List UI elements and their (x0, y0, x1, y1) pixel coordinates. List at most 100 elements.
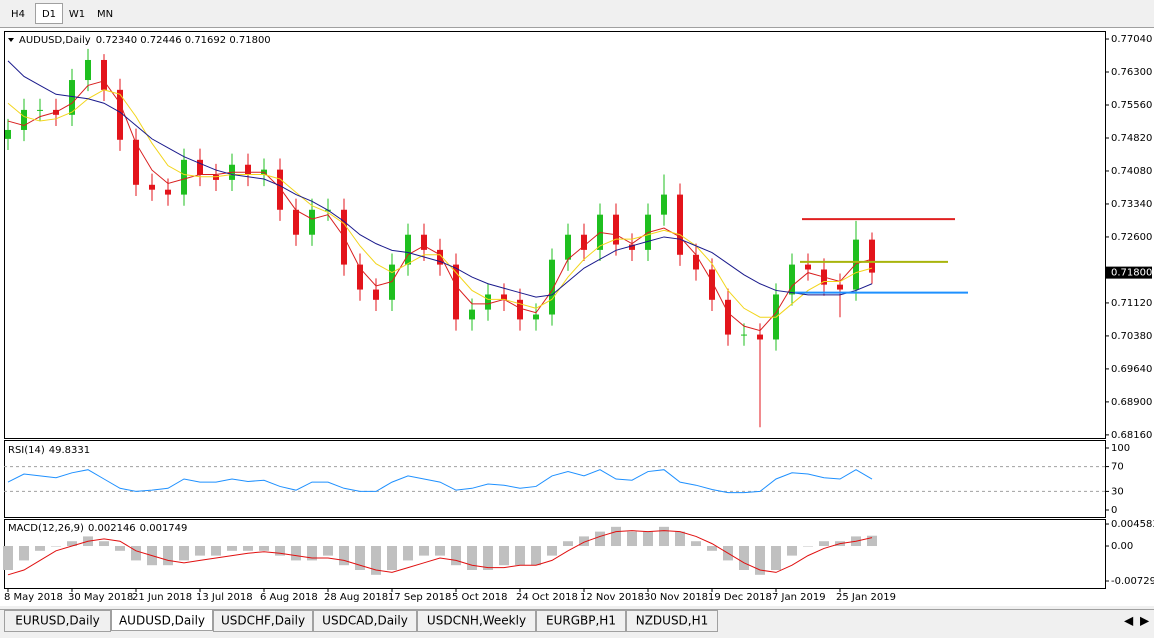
timeframe-label[interactable]: D1 (42, 9, 56, 20)
macd-value: 0.002146 (88, 523, 136, 534)
y-tick-label: 0.74820 (1111, 133, 1152, 144)
rsi-line (7, 469, 873, 494)
tab-scroll-right[interactable]: ▶ (1140, 614, 1150, 628)
macd-bar (355, 546, 365, 571)
candle-body (37, 109, 43, 111)
macd-bar (659, 526, 669, 547)
timeframe-button[interactable] (35, 3, 63, 24)
timeframe-label[interactable]: MN (97, 9, 113, 20)
macd-bar (35, 546, 45, 551)
candle-body (725, 299, 731, 335)
candle-body (373, 289, 379, 300)
moving-average (7, 89, 873, 318)
tab-label[interactable]: EURUSD,Daily (15, 614, 100, 628)
x-tick-label: 6 Aug 2018 (260, 592, 318, 603)
candle-body (869, 239, 875, 273)
y-tick-label: 70 (1111, 462, 1124, 473)
tab[interactable] (111, 609, 213, 631)
candle-body (389, 264, 395, 300)
macd-bar (515, 546, 525, 566)
macd-bar (435, 546, 445, 556)
x-tick-label: 30 May 2018 (68, 592, 133, 603)
timeframe-label[interactable]: W1 (69, 9, 85, 20)
current-price-label: 0.71800 (1111, 268, 1152, 279)
y-tick-label: 30 (1111, 486, 1124, 497)
candle-body (213, 174, 219, 180)
tab[interactable] (626, 610, 718, 632)
candle-body (101, 59, 107, 90)
macd-bar (627, 531, 637, 547)
y-tick-label: 0.71120 (1111, 298, 1152, 309)
candle-body (117, 89, 123, 140)
candle-body (501, 294, 507, 300)
tab[interactable] (536, 610, 626, 632)
main-frame (4, 31, 1106, 439)
macd-bar (115, 546, 125, 551)
candle-body (469, 309, 475, 320)
macd-bar (451, 546, 461, 566)
x-tick-label: 8 May 2018 (4, 592, 63, 603)
macd-bar (547, 546, 557, 556)
candle-body (21, 109, 27, 130)
candle-body (149, 184, 155, 190)
menu-triangle[interactable] (8, 38, 14, 42)
tab[interactable] (4, 610, 111, 632)
candle-body (277, 169, 283, 210)
y-tick-label: 0.69640 (1111, 364, 1152, 375)
macd-bar (227, 546, 237, 551)
timeframe-button[interactable] (91, 3, 119, 24)
tab-label[interactable]: AUDUSD,Daily (119, 614, 205, 628)
y-tick-label: 0.72600 (1111, 232, 1152, 243)
tab[interactable] (417, 610, 536, 632)
timeframe-label[interactable]: H4 (11, 9, 25, 20)
y-tick-label: 0.73340 (1111, 199, 1152, 210)
y-tick-label: 0.00 (1111, 541, 1133, 552)
macd-bar (739, 546, 749, 571)
x-tick-label: 19 Dec 2018 (708, 592, 772, 603)
timeframe-button[interactable] (4, 3, 32, 24)
candle-body (549, 259, 555, 315)
tab-label[interactable]: USDCAD,Daily (322, 614, 408, 628)
macd-bar (467, 546, 477, 571)
macd-header: MACD(12,26,9) 0.002146 0.001749 (8, 523, 187, 534)
y-tick-label: 0.75560 (1111, 100, 1152, 111)
candle-body (741, 334, 747, 336)
x-tick-label: 30 Nov 2018 (644, 592, 708, 603)
candle-body (357, 264, 363, 290)
tab[interactable] (213, 610, 313, 632)
macd-bar (323, 546, 333, 556)
macd-bar (131, 546, 141, 561)
tab-label[interactable]: EURGBP,H1 (546, 614, 616, 628)
macd-bar (163, 546, 173, 566)
tab[interactable] (313, 610, 417, 632)
candle-body (85, 59, 91, 81)
tab-scroll-left[interactable]: ◀ (1124, 614, 1134, 628)
macd-bar (403, 546, 413, 561)
timeframe-button[interactable] (63, 3, 91, 24)
tab-label[interactable]: NZDUSD,H1 (636, 614, 709, 628)
candle-body (421, 234, 427, 250)
x-tick-label: 17 Sep 2018 (388, 592, 451, 603)
chart-layer: H4 D1 W1 MN EURUSD,Daily AUDUSD,Daily USDCHF,D… (3, 3, 1154, 632)
macd-bar (643, 531, 653, 547)
tab-label[interactable]: USDCHF,Daily (221, 614, 305, 628)
y-tick-label: 0.70380 (1111, 331, 1152, 342)
macd-bar (419, 546, 429, 556)
tab-label[interactable]: USDCNH,Weekly (427, 614, 526, 628)
macd-bar (387, 546, 397, 571)
y-tick-label: 100 (1111, 443, 1130, 454)
ohlc-info: 0.72340 0.72446 0.71692 0.71800 (96, 35, 271, 46)
macd-bar (787, 546, 797, 556)
candle-body (709, 269, 715, 300)
macd-bar (179, 546, 189, 561)
y-tick-label: 0.77040 (1111, 34, 1152, 45)
chart-area (0, 28, 1154, 606)
moving-average (7, 60, 873, 298)
candle-body (309, 209, 315, 235)
candle-body (757, 334, 763, 340)
candle-body (805, 264, 811, 270)
symbol: AUDUSD,Daily (19, 35, 91, 46)
macd-bar (483, 546, 493, 571)
